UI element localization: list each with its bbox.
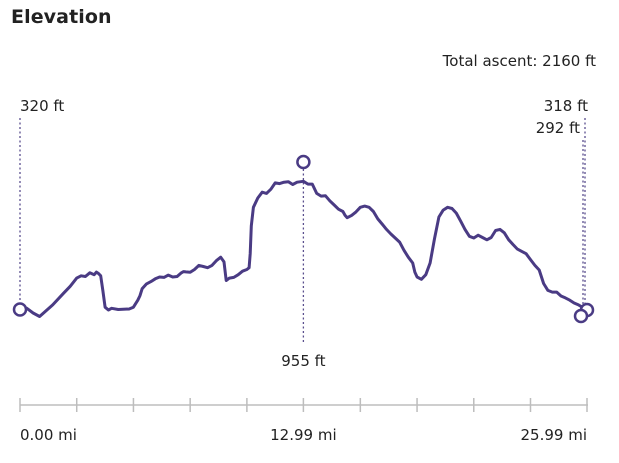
elevation-line — [18, 179, 589, 318]
marker-guides — [19, 118, 586, 342]
elevation-marker-1 — [296, 154, 311, 170]
marker-labels: 320 ft 955 ft 318 ft 292 ft — [20, 97, 588, 370]
elevation-marker-3 — [573, 308, 589, 324]
marker-label-3: 292 ft — [536, 119, 580, 137]
marker-label-0: 320 ft — [20, 97, 64, 115]
chart-title: Elevation — [11, 6, 112, 28]
elevation-markers — [12, 154, 595, 324]
x-tick-label-2: 25.99 mi — [521, 426, 588, 444]
x-tick-label-1: 12.99 mi — [270, 426, 337, 444]
x-tick-label-0: 0.00 mi — [20, 426, 77, 444]
marker-label-2: 318 ft — [544, 97, 588, 115]
marker-label-1: 955 ft — [281, 352, 325, 370]
total-ascent-label: Total ascent: 2160 ft — [442, 52, 596, 70]
x-axis-ticks — [19, 398, 588, 412]
elevation-marker-0 — [12, 302, 28, 317]
x-tick-labels: 0.00 mi 12.99 mi 25.99 mi — [20, 426, 587, 444]
x-axis: 0.00 mi 12.99 mi 25.99 mi — [19, 398, 588, 444]
